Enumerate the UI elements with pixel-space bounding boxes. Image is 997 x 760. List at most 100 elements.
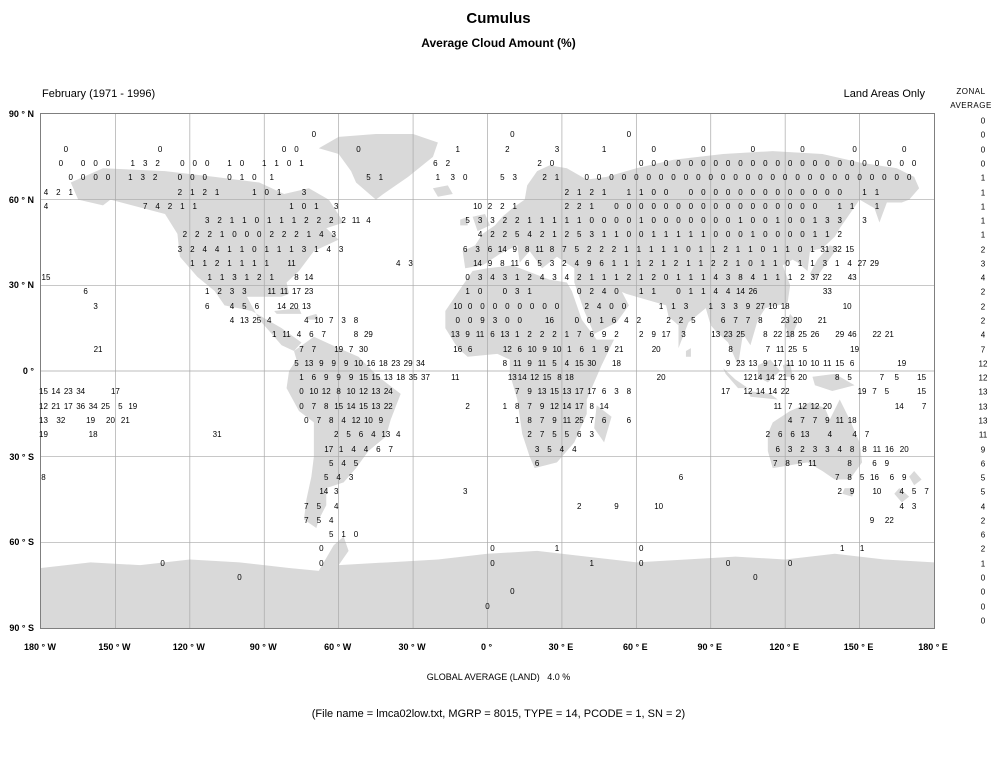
grid-value: 3 (333, 201, 339, 211)
grid-value: 6 (83, 287, 88, 297)
grid-value: 3 (301, 187, 307, 197)
grid-value: 3 (837, 216, 842, 226)
grid-value: 8 (835, 373, 840, 383)
grid-value: 2 (577, 201, 582, 211)
grid-value: 4 (202, 244, 207, 254)
zonal-average-value: 1 (980, 216, 986, 226)
grid-value: 20 (798, 373, 807, 383)
grid-value: 7 (562, 244, 567, 254)
grid-value: 3 (477, 273, 483, 283)
grid-value: 4 (296, 330, 302, 340)
grid-value: 6 (872, 458, 877, 468)
grid-value: 2 (333, 430, 339, 440)
grid-value: 5 (547, 444, 552, 454)
zonal-average-value: 2 (980, 245, 986, 255)
grid-value: 0 (906, 173, 912, 183)
grid-value: 3 (450, 173, 455, 183)
grid-value: 0 (663, 158, 669, 168)
grid-value: 1 (797, 258, 803, 268)
grid-value: 3 (341, 316, 346, 326)
grid-value: 11 (287, 258, 296, 268)
grid-value: 11 (823, 358, 832, 368)
grid-value: 1 (748, 244, 753, 254)
grid-value: 0 (505, 316, 510, 326)
grid-value: 6 (517, 344, 522, 354)
grid-value: 2 (304, 216, 309, 226)
latitude-tick-label: 90 ° N (8, 109, 34, 119)
grid-value: 0 (651, 144, 656, 154)
grid-value: 0 (663, 187, 669, 197)
page-title: Cumulus (466, 10, 531, 27)
grid-value: 2 (155, 158, 160, 168)
grid-value: 4 (328, 515, 334, 525)
grid-value: 4 (304, 316, 309, 326)
grid-value: 13 (562, 387, 572, 397)
grid-value: 15 (835, 358, 845, 368)
grid-value: 0 (763, 201, 768, 211)
grid-value: 2 (217, 287, 222, 297)
grid-value: 0 (725, 230, 731, 240)
grid-value: 1 (130, 158, 135, 168)
grid-value: 0 (93, 158, 98, 168)
grid-value: 16 (545, 316, 554, 326)
grid-value: 1 (812, 230, 818, 240)
zonal-average-value: 13 (978, 387, 988, 397)
grid-value: 4 (363, 444, 369, 454)
grid-value: 18 (564, 373, 574, 383)
grid-value: 0 (529, 301, 535, 311)
grid-value: 5 (797, 458, 803, 468)
grid-value: 3 (140, 173, 145, 183)
grid-value: 3 (554, 144, 560, 154)
grid-value: 25 (798, 330, 807, 340)
grid-value: 0 (837, 158, 842, 168)
grid-value: 4 (624, 316, 629, 326)
grid-value: 2 (202, 187, 207, 197)
grid-value: 43 (847, 273, 857, 283)
grid-value: 2 (269, 230, 274, 240)
grid-value: 0 (701, 144, 706, 154)
grid-value: 3 (204, 216, 210, 226)
grid-value: 5 (564, 430, 570, 440)
grid-value: 6 (204, 301, 210, 311)
longitude-tick-label: 60 ° E (623, 642, 648, 652)
grid-value: 21 (51, 401, 61, 411)
grid-value: 0 (601, 216, 607, 226)
grid-value: 2 (666, 316, 671, 326)
grid-value: 3 (492, 316, 498, 326)
grid-value: 21 (93, 344, 103, 354)
zonal-average-value: 1 (980, 202, 986, 212)
grid-value: 8 (524, 244, 530, 254)
grid-value: 1 (252, 258, 257, 268)
latitude-tick-label: 30 ° S (9, 451, 34, 462)
grid-value: 18 (396, 373, 406, 383)
grid-value: 0 (462, 173, 468, 183)
grid-value: 0 (852, 144, 857, 154)
grid-value: 1 (760, 258, 766, 268)
grid-value: 5 (500, 173, 505, 183)
grid-value: 15 (334, 401, 344, 411)
grid-value: 0 (708, 173, 713, 183)
grid-value: 0 (356, 144, 361, 154)
grid-value: 1 (552, 216, 557, 226)
zonal-average-value: 13 (978, 416, 988, 426)
grid-value: 1 (658, 301, 664, 311)
grid-value: 6 (490, 330, 495, 340)
grid-value: 3 (825, 444, 830, 454)
grid-value: 7 (800, 415, 805, 425)
grid-value: 3 (681, 330, 686, 340)
grid-value: 1 (589, 558, 594, 568)
grid-value: 0 (800, 144, 805, 154)
grid-value: 0 (80, 173, 86, 183)
latitude-tick-label: 0 ° (22, 366, 34, 376)
grid-value: 0 (490, 544, 495, 554)
grid-value: 0 (68, 173, 73, 183)
grid-value: 3 (552, 273, 557, 283)
grid-value: 9 (343, 358, 349, 368)
grid-value: 5 (802, 344, 808, 354)
grid-value: 0 (713, 158, 718, 168)
grid-value: 1 (639, 216, 644, 226)
grid-value: 6 (376, 444, 381, 454)
grid-value: 1 (663, 230, 669, 240)
zonal-average-value: 2 (980, 516, 986, 526)
grid-value: 0 (686, 244, 691, 254)
